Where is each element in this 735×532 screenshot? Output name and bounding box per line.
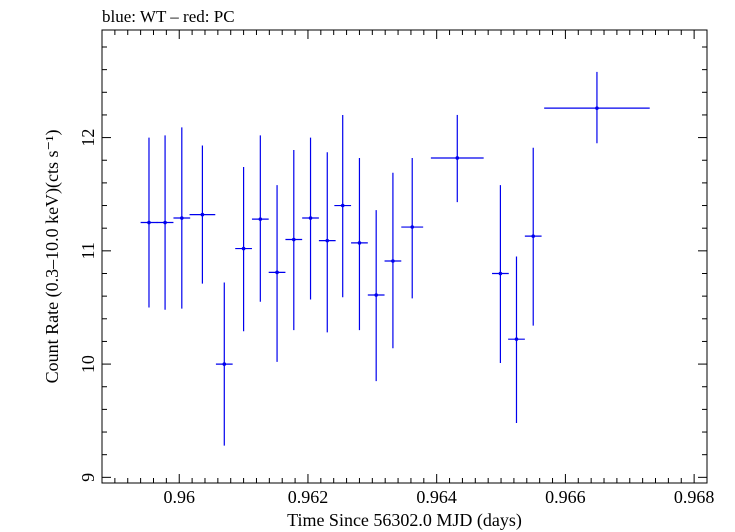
plot-frame bbox=[101, 29, 708, 484]
data-point bbox=[235, 167, 252, 332]
data-marker bbox=[514, 337, 519, 341]
x-axis-label: Time Since 56302.0 MJD (days) bbox=[287, 510, 522, 531]
data-marker bbox=[391, 259, 395, 263]
data-point bbox=[189, 145, 216, 284]
data-marker bbox=[200, 212, 205, 217]
data-point bbox=[318, 152, 336, 333]
data-point bbox=[351, 157, 368, 331]
y-tick-label: 9 bbox=[78, 473, 98, 482]
data-marker bbox=[410, 225, 415, 229]
x-tick-label: 0.96 bbox=[163, 487, 195, 507]
data-marker bbox=[163, 220, 167, 225]
data-point bbox=[334, 114, 352, 298]
data-point bbox=[173, 127, 191, 309]
x-tick-label: 0.962 bbox=[288, 487, 329, 507]
data-marker bbox=[222, 362, 227, 366]
data-point bbox=[430, 114, 484, 203]
y-axis-label: Count Rate (0.3–10.0 keV)(cts s⁻¹) bbox=[42, 130, 63, 384]
data-marker bbox=[291, 237, 296, 242]
data-marker bbox=[357, 241, 362, 245]
data-point bbox=[384, 172, 402, 349]
data-marker bbox=[325, 238, 330, 243]
data-marker bbox=[455, 156, 460, 160]
x-tick-label: 0.968 bbox=[674, 487, 715, 507]
y-tick-label: 11 bbox=[78, 242, 98, 259]
data-marker bbox=[595, 106, 599, 110]
data-point bbox=[544, 71, 650, 144]
chart-title: blue: WT – red: PC bbox=[102, 7, 235, 26]
data-point bbox=[302, 137, 319, 300]
data-point bbox=[251, 135, 269, 302]
axis-ticks: 0.96 0.962 0.964 0.966 0.968 9 10 11 12 bbox=[78, 30, 714, 507]
data-point bbox=[156, 135, 174, 310]
data-point bbox=[524, 147, 542, 326]
data-marker bbox=[498, 271, 503, 276]
y-tick-label: 12 bbox=[78, 129, 98, 147]
data-point bbox=[508, 256, 525, 423]
data-point bbox=[215, 282, 233, 446]
data-point bbox=[140, 137, 158, 308]
x-tick-label: 0.964 bbox=[416, 487, 457, 507]
data-point bbox=[367, 210, 385, 382]
data-marker bbox=[180, 216, 184, 220]
data-marker bbox=[147, 220, 151, 225]
x-tick-label: 0.966 bbox=[545, 487, 586, 507]
data-point bbox=[492, 185, 509, 363]
data-marker bbox=[340, 203, 345, 208]
data-marker bbox=[241, 246, 246, 251]
data-marker bbox=[531, 234, 536, 238]
data-point bbox=[285, 150, 303, 331]
data-point bbox=[401, 157, 424, 299]
data-marker bbox=[258, 217, 263, 221]
data-point bbox=[268, 185, 286, 362]
data-marker bbox=[308, 216, 313, 220]
y-tick-label: 10 bbox=[78, 355, 98, 373]
data-series bbox=[140, 71, 650, 446]
data-marker bbox=[275, 270, 279, 275]
data-marker bbox=[374, 293, 378, 297]
